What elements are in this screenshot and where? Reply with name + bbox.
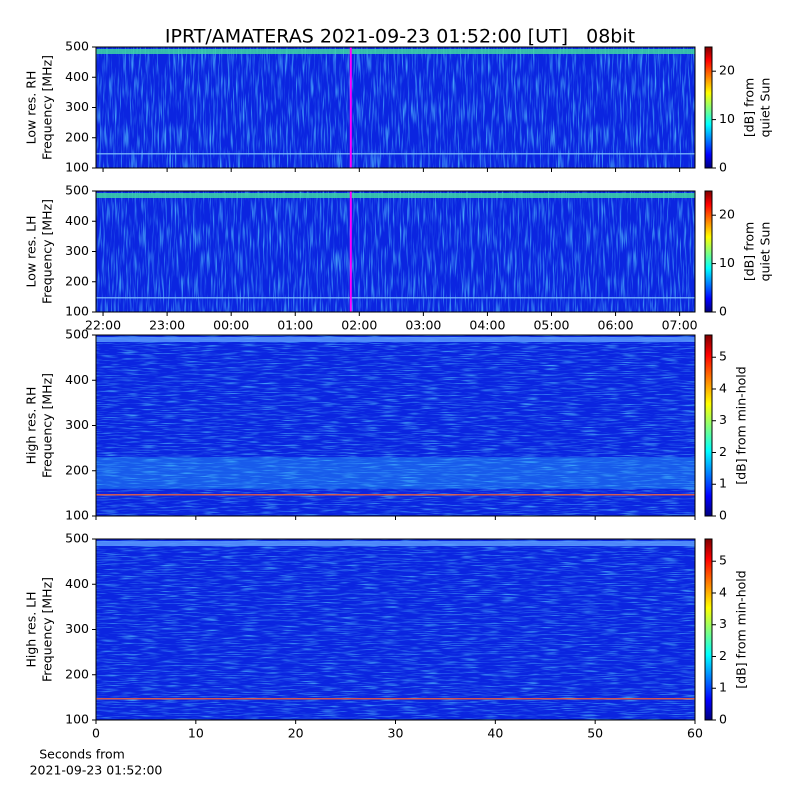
colorbar-tick-label: 10 [719,255,735,270]
colorbar-label: [dB] from [742,78,757,137]
x-tick-label: 50 [587,726,603,741]
colorbar [704,538,713,721]
colorbar-tick-label: 0 [719,508,727,523]
spectrogram-texture [96,47,695,168]
x-tick-label: 30 [388,726,404,741]
y-axis-label: High res. RH [24,387,39,465]
colorbar-tick-label: 3 [719,412,727,427]
y-axis-label: High res. LH [24,591,39,667]
colorbar-tick-label: 2 [719,444,727,459]
colorbar-tick-label: 4 [719,584,727,599]
y-tick-label: 200 [65,273,89,288]
y-tick-label: 100 [65,508,89,523]
spectrogram-texture [96,539,695,720]
x-tick-label: 01:00 [277,318,313,333]
colorbar-tick-label: 1 [719,476,727,491]
y-tick-label: 400 [65,576,89,591]
x-tick-label: 04:00 [469,318,505,333]
y-tick-label: 200 [65,462,89,477]
x-axis-label: Seconds from [39,747,125,762]
x-axis-label: 2021-09-23 01:52:00 [30,763,163,778]
y-tick-label: 500 [65,531,89,546]
colorbar-label: [dB] from [742,222,757,281]
x-tick-label: 0 [92,726,100,741]
x-tick-label: 00:00 [213,318,249,333]
y-tick-label: 300 [65,243,89,258]
x-tick-label: 05:00 [533,318,569,333]
colorbar [704,334,713,517]
y-axis-label: Low res. RH [24,71,39,145]
y-tick-label: 300 [65,621,89,636]
spectrogram-texture [96,335,695,516]
y-tick-label: 100 [65,304,89,319]
colorbar-tick-label: 1 [719,680,727,695]
x-tick-label: 07:00 [662,318,698,333]
band [96,541,695,546]
colorbar-tick-label: 5 [719,553,727,568]
y-tick-label: 500 [65,183,89,198]
y-tick-label: 300 [65,99,89,114]
y-axis-label: Frequency [MHz] [40,199,55,304]
x-tick-label: 40 [487,726,503,741]
y-tick-label: 400 [65,213,89,228]
colorbar-label: [dB] from min-hold [734,366,749,484]
y-tick-label: 300 [65,417,89,432]
band [96,193,695,198]
colorbar-tick-label: 3 [719,616,727,631]
colorbar-tick-label: 2 [719,648,727,663]
y-tick-label: 200 [65,666,89,681]
burst-band [96,457,695,489]
colorbar-label: quiet Sun [758,222,773,282]
y-axis-label: Frequency [MHz] [40,577,55,682]
y-axis-label: Low res. LH [24,216,39,288]
x-tick-label: 23:00 [149,318,185,333]
colorbar-label: [dB] from min-hold [734,570,749,688]
y-tick-label: 400 [65,69,89,84]
colorbar [704,46,713,169]
y-axis-label: Frequency [MHz] [40,373,55,478]
y-tick-label: 200 [65,129,89,144]
colorbar-tick-label: 0 [719,712,727,727]
colorbar [704,190,713,313]
x-tick-label: 02:00 [341,318,377,333]
colorbar-tick-label: 0 [719,160,727,175]
x-tick-label: 60 [687,726,703,741]
y-tick-label: 100 [65,160,89,175]
band [96,49,695,54]
spectrogram-texture [96,191,695,312]
chart-title: IPRT/AMATERAS 2021-09-23 01:52:00 [UT] 0… [165,26,635,48]
x-tick-label: 10 [188,726,204,741]
colorbar-label: quiet Sun [758,78,773,138]
y-tick-label: 100 [65,712,89,727]
y-tick-label: 400 [65,372,89,387]
band [96,337,695,342]
colorbar-tick-label: 5 [719,349,727,364]
y-axis-label: Frequency [MHz] [40,55,55,160]
colorbar-tick-label: 20 [719,63,735,78]
colorbar-tick-label: 10 [719,111,735,126]
colorbar-tick-label: 0 [719,304,727,319]
x-tick-label: 06:00 [598,318,634,333]
x-tick-label: 03:00 [405,318,441,333]
colorbar-tick-label: 20 [719,207,735,222]
colorbar-tick-label: 4 [719,380,727,395]
y-tick-label: 500 [65,39,89,54]
y-tick-label: 500 [65,327,89,342]
x-tick-label: 20 [288,726,304,741]
x-tick-label: 22:00 [85,318,121,333]
